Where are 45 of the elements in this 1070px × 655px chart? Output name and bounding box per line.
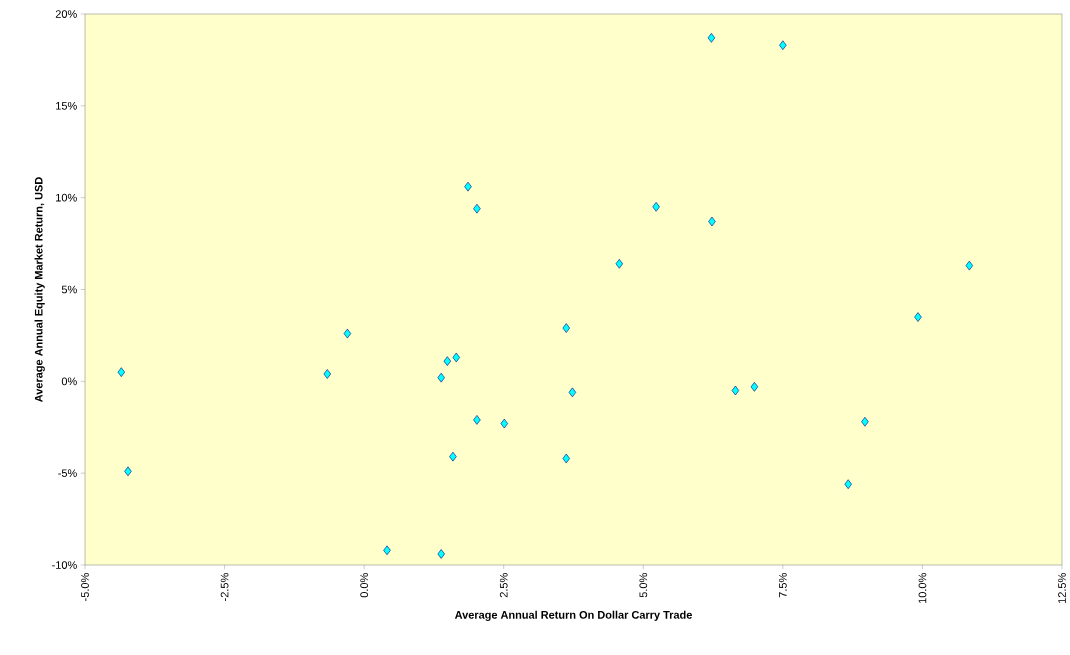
point: [562, 453, 570, 464]
x-tick-label: 2.5%: [499, 573, 508, 598]
x-tick-label: 7.5%: [779, 573, 787, 598]
point: [464, 181, 472, 192]
point: [383, 545, 391, 556]
point: [652, 202, 660, 212]
y-tick-label: 20%: [55, 10, 77, 18]
point: [965, 260, 974, 271]
y-axis-title: Average Annual Equity Market Return, USD: [34, 177, 45, 402]
point: [568, 387, 577, 398]
point: [707, 33, 716, 43]
point: [779, 40, 787, 51]
point: [562, 323, 570, 333]
x-tick-label: -2.5%: [220, 573, 229, 601]
point: [500, 418, 508, 429]
point: [443, 356, 452, 366]
y-tick-label: 10%: [56, 193, 77, 202]
y-tick-label: -10%: [52, 561, 77, 569]
point: [473, 415, 481, 425]
point: [914, 312, 922, 322]
point: [615, 258, 623, 269]
point: [437, 372, 445, 383]
y-tick-label: 0%: [61, 377, 77, 386]
y-tick-label: 15%: [56, 101, 77, 110]
x-tick-label: -5.0%: [81, 573, 89, 601]
x-axis-title: Average Annual Return On Dollar Carry Trade: [454, 610, 692, 621]
point: [124, 466, 132, 477]
point: [117, 367, 125, 377]
y-tick-label: 5%: [61, 285, 77, 294]
point: [473, 203, 481, 214]
x-tick-label: 12.5%: [1058, 573, 1066, 604]
point: [708, 216, 716, 227]
point: [731, 385, 740, 396]
point: [750, 382, 759, 392]
point: [437, 549, 445, 559]
x-tick-label: 5.0%: [639, 573, 648, 598]
point: [323, 369, 331, 379]
y-tick-label: -5%: [58, 469, 77, 478]
x-tick-label: 10.0%: [918, 573, 927, 604]
point: [861, 416, 869, 427]
x-tick-label: 0.0%: [360, 573, 369, 598]
point: [452, 352, 460, 363]
point: [844, 479, 852, 489]
point: [449, 451, 457, 462]
point: [343, 328, 352, 339]
